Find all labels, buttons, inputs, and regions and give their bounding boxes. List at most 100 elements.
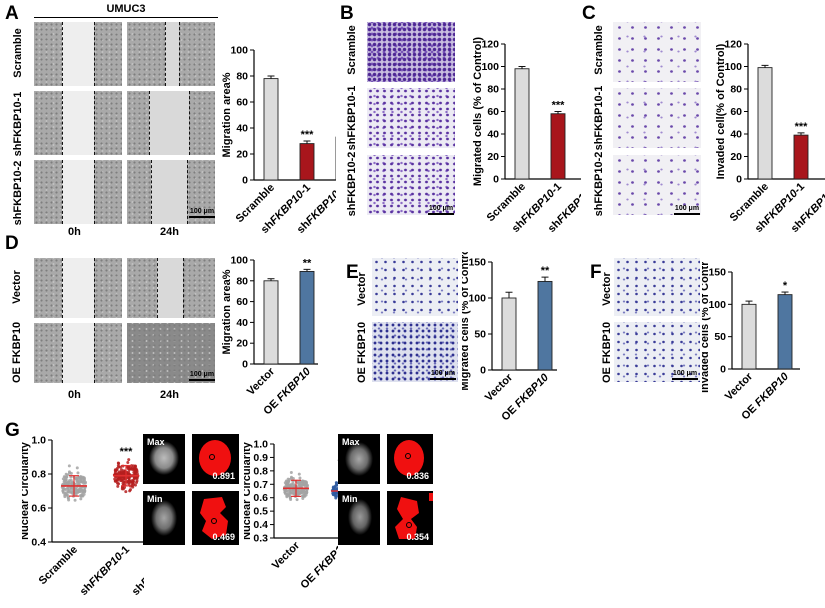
transwell-f-vector xyxy=(614,258,700,316)
point-G2-0-167 xyxy=(300,494,304,498)
y-axis-label-D: Migration area% xyxy=(221,269,233,354)
point-G1-1-109 xyxy=(116,461,120,465)
point-G1-0-150 xyxy=(64,491,68,495)
bar-C-0 xyxy=(757,67,773,180)
panel-letter-c: C xyxy=(582,3,596,24)
point-G2-0-136 xyxy=(303,494,307,498)
y-tick-label-D-4: 80 xyxy=(236,275,248,287)
nucleus-mask-min-1: 0.469 xyxy=(192,491,239,545)
point-G2-1-134 xyxy=(337,492,338,496)
point-G1-0-147 xyxy=(77,481,81,485)
transwell-b-scramble xyxy=(367,22,455,82)
point-G2-0-146 xyxy=(291,489,295,493)
y-axis-label-A: Migration area% xyxy=(221,72,233,157)
y-tick-label-G2-7: 1.0 xyxy=(253,439,268,451)
nucleus-mask-max-1: 0.891 xyxy=(192,434,239,484)
point-G2-1-166 xyxy=(335,486,338,490)
point-G1-0-148 xyxy=(67,490,71,494)
wound-image-scramble-0h xyxy=(34,22,122,86)
row-label-b-sh2: shFKBP10-2 xyxy=(346,151,358,217)
point-G1-1-152 xyxy=(131,485,135,489)
circularity-max-2: 0.836 xyxy=(406,471,429,481)
bar-B-1 xyxy=(550,113,566,180)
point-G1-1-153 xyxy=(130,480,134,484)
y-tick-label-A-0: 0 xyxy=(242,175,248,187)
y-tick-label-C-0: 0 xyxy=(736,174,742,186)
significance-A-1: *** xyxy=(301,129,315,141)
point-G2-0-84 xyxy=(297,472,301,476)
point-G1-0-93 xyxy=(76,471,80,475)
y-tick-label-C-5: 100 xyxy=(724,61,742,73)
nucleus-mask-min-2: 0.354 xyxy=(387,491,433,545)
nucleus-mask-shape-min-2 xyxy=(395,493,433,539)
row-label-f-oe: OE FKBP10 xyxy=(601,321,613,383)
point-G2-1-169 xyxy=(334,482,338,486)
point-G2-0-101 xyxy=(286,477,290,481)
point-G1-1-38 xyxy=(127,458,131,462)
point-G1-1-105 xyxy=(116,484,120,488)
time-label-a-0h: 0h xyxy=(68,226,81,238)
y-tick-label-D-1: 20 xyxy=(236,338,248,350)
scale-bar-b: 100 μm xyxy=(428,205,454,215)
y-tick-label-F-2: 100 xyxy=(708,299,726,311)
row-label-scramble: Scramble xyxy=(12,28,24,78)
bar-D-0 xyxy=(263,280,279,365)
transwell-b-sh2 xyxy=(367,155,455,215)
y-tick-label-A-5: 100 xyxy=(230,45,248,57)
point-G1-0-112 xyxy=(66,481,70,485)
bar-E-1 xyxy=(537,280,553,371)
bar-A-0 xyxy=(263,78,279,181)
x-tick-label-F-0: Vector xyxy=(723,370,756,403)
point-G1-0-83 xyxy=(69,478,73,482)
row-label-d-vector: Vector xyxy=(11,270,23,304)
y-tick-label-G1-1: 0.6 xyxy=(31,503,46,515)
point-G1-1-146 xyxy=(130,468,134,472)
x-tick-label-G1-1: shFKBP10-1 xyxy=(78,544,132,598)
row-label-sh1: shFKBP10-1 xyxy=(12,91,24,157)
point-G1-0-157 xyxy=(64,478,68,482)
time-label-d-24h: 24h xyxy=(160,389,179,401)
point-G2-0-93 xyxy=(298,476,302,480)
row-label-c-sh2: shFKBP10-2 xyxy=(593,151,605,217)
point-G1-1-134 xyxy=(119,478,123,482)
point-G2-0-133 xyxy=(304,482,308,486)
point-G1-1-25 xyxy=(124,490,128,494)
y-tick-label-E-2: 100 xyxy=(468,293,486,305)
panel-letter-a: A xyxy=(5,3,19,24)
y-tick-label-G1-0: 0.4 xyxy=(31,537,46,549)
point-G1-0-142 xyxy=(79,497,83,501)
y-tick-label-D-3: 60 xyxy=(236,296,248,308)
row-label-c-sh1: shFKBP10-1 xyxy=(593,85,605,151)
point-G2-0-162 xyxy=(305,490,309,494)
point-G1-0-159 xyxy=(77,488,81,492)
significance-E-1: ** xyxy=(541,265,550,277)
y-tick-label-D-5: 100 xyxy=(230,255,248,267)
x-tick-label-G1-0: Scramble xyxy=(37,544,81,588)
y-axis-label-C: Invaded cell(% of Control) xyxy=(715,43,727,179)
point-G2-0-147 xyxy=(299,484,303,488)
row-label-b-sh1: shFKBP10-1 xyxy=(346,85,358,151)
row-label-e-oe: OE FKBP10 xyxy=(356,321,368,383)
y-tick-label-G2-5: 0.8 xyxy=(253,465,268,477)
bar-A-1 xyxy=(299,143,315,181)
y-tick-label-G2-2: 0.5 xyxy=(253,506,268,518)
y-tick-label-C-2: 40 xyxy=(730,129,742,141)
point-G1-0-39 xyxy=(63,495,67,499)
nucleus-gray-max-2: Max xyxy=(338,434,380,484)
nucleus-mask-max-2: 0.836 xyxy=(387,434,433,484)
wound-image-oe-0h xyxy=(34,323,122,383)
row-label-f-vector: Vector xyxy=(601,272,613,306)
wound-image-scramble-24h xyxy=(127,22,215,86)
point-G1-0-165 xyxy=(80,477,84,481)
y-tick-label-D-0: 0 xyxy=(242,359,248,371)
point-G1-1-55 xyxy=(126,460,130,464)
point-G1-0-161 xyxy=(74,477,78,481)
point-G1-0-88 xyxy=(67,464,71,468)
point-G1-0-59 xyxy=(69,471,73,475)
y-tick-label-E-3: 150 xyxy=(468,257,486,269)
